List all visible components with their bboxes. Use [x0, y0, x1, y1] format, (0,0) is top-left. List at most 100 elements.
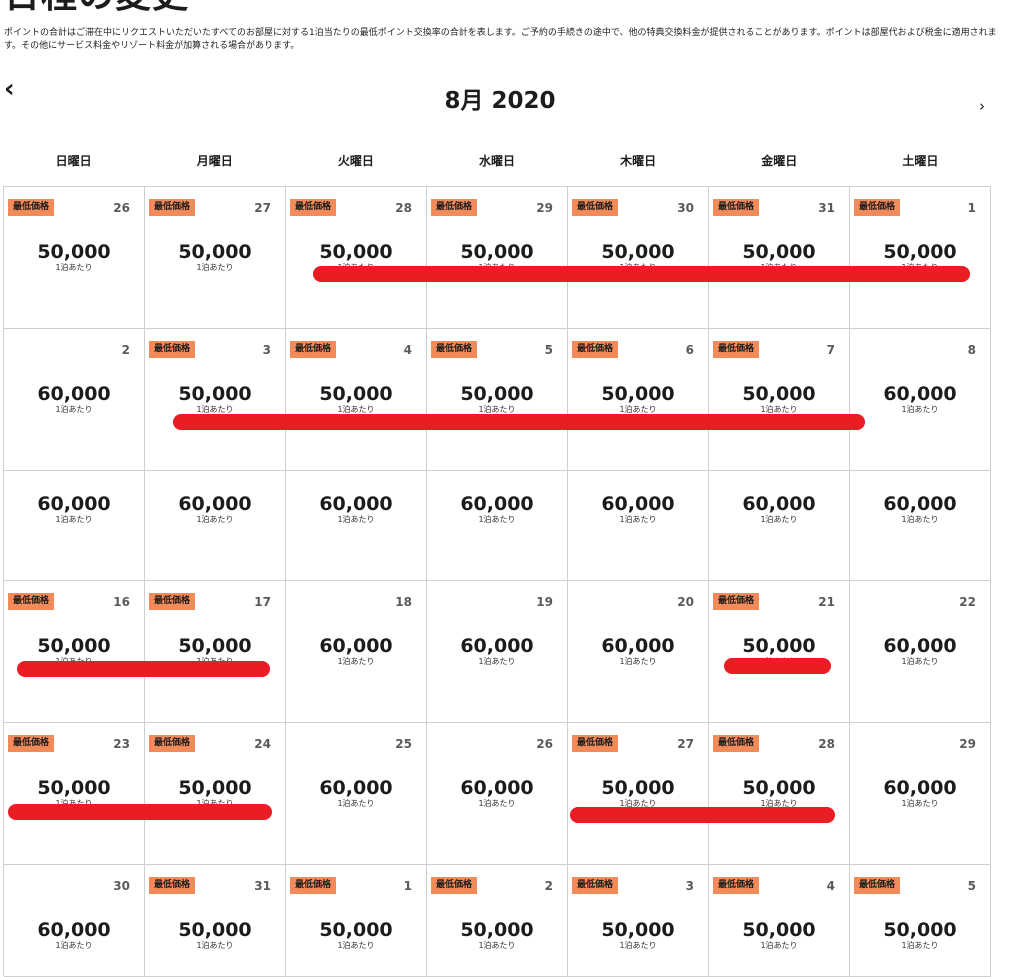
day-number: 31: [818, 201, 835, 215]
calendar-day-cell[interactable]: 18 60,000 1泊あたり: [286, 581, 427, 723]
points-price: 60,000: [37, 383, 111, 405]
day-number: 23: [113, 737, 130, 751]
calendar-day-cell[interactable]: 22 60,000 1泊あたり: [850, 581, 991, 723]
calendar-day-cell[interactable]: 最低価格 5 50,000 1泊あたり: [850, 865, 991, 977]
lowest-price-badge: 最低価格: [8, 735, 55, 752]
points-price: 50,000: [883, 919, 957, 941]
calendar-day-cell[interactable]: 最低価格 4 50,000 1泊あたり: [286, 329, 427, 471]
red-strike-mark: [724, 658, 831, 674]
prev-month-button[interactable]: ‹: [4, 76, 28, 104]
calendar-day-cell[interactable]: 25 60,000 1泊あたり: [286, 723, 427, 865]
chevron-right-icon: ›: [979, 97, 985, 115]
points-price: 60,000: [178, 493, 252, 515]
day-number: 29: [536, 201, 553, 215]
day-number: 20: [677, 595, 694, 609]
weekday-wed: 水曜日: [478, 154, 515, 168]
lowest-price-badge: 最低価格: [713, 735, 760, 752]
calendar-day-cell[interactable]: 最低価格 27 50,000 1泊あたり: [145, 187, 286, 329]
calendar-day-cell[interactable]: 19 60,000 1泊あたり: [427, 581, 568, 723]
points-price: 50,000: [883, 241, 957, 263]
points-price: 60,000: [883, 635, 957, 657]
day-number: 3: [685, 879, 694, 893]
lowest-price-badge: 最低価格: [854, 199, 901, 216]
lowest-price-badge: 最低価格: [431, 199, 478, 216]
day-number: 24: [254, 737, 271, 751]
calendar-day-cell[interactable]: 最低価格 3 50,000 1泊あたり: [568, 865, 709, 977]
calendar-day-cell[interactable]: 60,000 1泊あたり: [850, 471, 991, 581]
calendar-day-cell[interactable]: 60,000 1泊あたり: [427, 471, 568, 581]
lowest-price-badge: 最低価格: [431, 877, 478, 894]
calendar-day-cell[interactable]: 2 60,000 1泊あたり: [4, 329, 145, 471]
calendar-day-cell[interactable]: 60,000 1泊あたり: [145, 471, 286, 581]
calendar-day-cell[interactable]: 最低価格 3 50,000 1泊あたり: [145, 329, 286, 471]
calendar-day-cell[interactable]: 29 60,000 1泊あたり: [850, 723, 991, 865]
calendar-day-cell[interactable]: 最低価格 26 50,000 1泊あたり: [4, 187, 145, 329]
day-number: 19: [536, 595, 553, 609]
calendar-day-cell[interactable]: 60,000 1泊あたり: [709, 471, 850, 581]
day-number: 25: [395, 737, 412, 751]
calendar-day-cell[interactable]: 8 60,000 1泊あたり: [850, 329, 991, 471]
per-night-label: 1泊あたり: [337, 405, 375, 414]
per-night-label: 1泊あたり: [337, 657, 375, 666]
calendar-day-cell[interactable]: 20 60,000 1泊あたり: [568, 581, 709, 723]
red-strike-mark: [570, 807, 835, 823]
calendar-day-cell[interactable]: 最低価格 5 50,000 1泊あたり: [427, 329, 568, 471]
lowest-price-badge: 最低価格: [290, 341, 337, 358]
day-number: 6: [685, 343, 694, 357]
calendar-day-cell[interactable]: 60,000 1泊あたり: [286, 471, 427, 581]
lowest-price-badge: 最低価格: [8, 593, 55, 610]
calendar-day-cell[interactable]: 30 60,000 1泊あたり: [4, 865, 145, 977]
red-strike-mark: [17, 661, 270, 677]
points-price: 60,000: [742, 493, 816, 515]
per-night-label: 1泊あたり: [901, 799, 939, 808]
points-price: 50,000: [742, 919, 816, 941]
points-price: 60,000: [883, 777, 957, 799]
calendar-day-cell[interactable]: 26 60,000 1泊あたり: [427, 723, 568, 865]
price-block: 60,000 1泊あたり: [568, 493, 708, 525]
red-strike-mark: [173, 414, 865, 430]
day-number: 21: [818, 595, 835, 609]
calendar-day-cell[interactable]: 最低価格 6 50,000 1泊あたり: [568, 329, 709, 471]
next-month-button[interactable]: ›: [979, 96, 995, 116]
day-number: 26: [113, 201, 130, 215]
calendar-day-cell[interactable]: 最低価格 7 50,000 1泊あたり: [709, 329, 850, 471]
per-night-label: 1泊あたり: [478, 657, 516, 666]
points-price: 50,000: [37, 635, 111, 657]
points-price: 60,000: [883, 493, 957, 515]
points-price: 50,000: [460, 383, 534, 405]
day-number: 29: [959, 737, 976, 751]
points-price: 50,000: [601, 383, 675, 405]
calendar-day-cell[interactable]: 最低価格 4 50,000 1泊あたり: [709, 865, 850, 977]
calendar-day-cell[interactable]: 60,000 1泊あたり: [568, 471, 709, 581]
price-block: 60,000 1泊あたり: [850, 383, 990, 415]
points-price: 50,000: [319, 919, 393, 941]
price-block: 60,000 1泊あたり: [427, 635, 567, 667]
day-number: 22: [959, 595, 976, 609]
day-number: 2: [544, 879, 553, 893]
calendar-day-cell[interactable]: 最低価格 27 50,000 1泊あたり: [568, 723, 709, 865]
calendar-day-cell[interactable]: 最低価格 2 50,000 1泊あたり: [427, 865, 568, 977]
calendar-day-cell[interactable]: 60,000 1泊あたり: [4, 471, 145, 581]
points-price: 60,000: [460, 635, 534, 657]
